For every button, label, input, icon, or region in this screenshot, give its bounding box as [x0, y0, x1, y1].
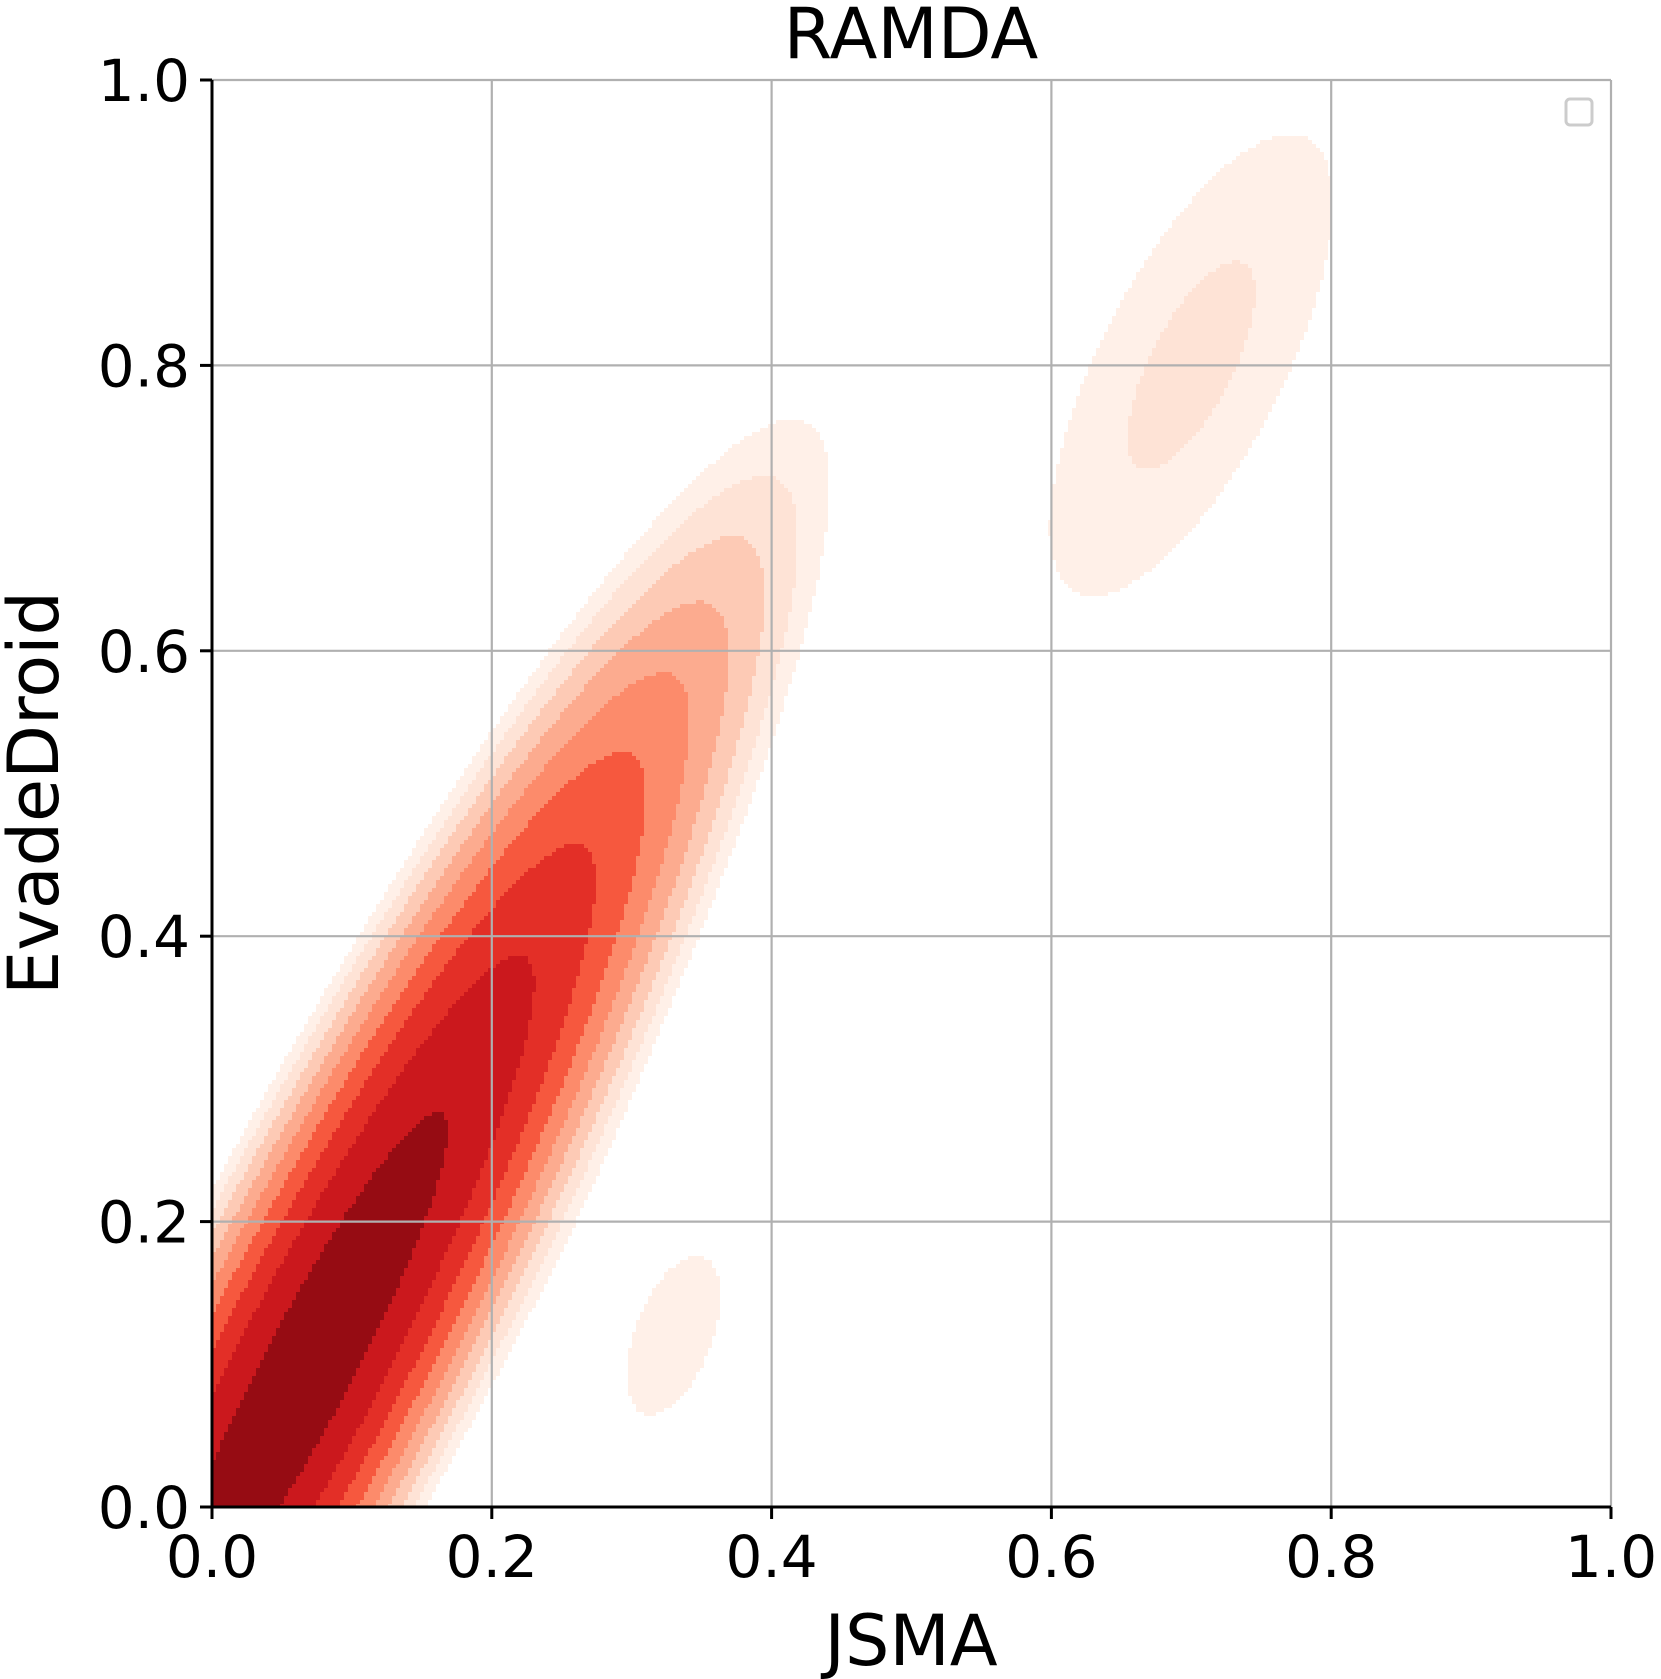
y-tick-label-5: 1.0	[98, 47, 190, 115]
density-level-9	[212, 1112, 448, 1507]
y-tick-label-4: 0.8	[98, 332, 190, 400]
y-tick-label-2: 0.4	[98, 903, 190, 971]
y-tick-label-3: 0.6	[98, 618, 190, 686]
density-level-7	[212, 844, 596, 1507]
density-level-8	[212, 956, 536, 1507]
density-level-5	[212, 672, 688, 1507]
x-tick-label-4: 0.8	[1285, 1523, 1377, 1591]
legend-box	[1564, 97, 1594, 127]
x-tick-label-0: 0.0	[166, 1523, 258, 1591]
chart-title: RAMDA	[784, 0, 1039, 75]
axes-frame	[210, 80, 1611, 1509]
tick-marks	[200, 78, 1613, 1519]
grid-lines	[210, 78, 1613, 1509]
density-level-1	[212, 136, 1332, 1507]
x-tick-label-2: 0.4	[725, 1523, 817, 1591]
x-tick-label-1: 0.2	[446, 1523, 538, 1591]
x-tick-label-3: 0.6	[1005, 1523, 1097, 1591]
x-axis-label: JSMA	[820, 1600, 997, 1679]
density-level-2	[212, 260, 1256, 1507]
density-level-6	[212, 752, 644, 1507]
y-tick-label-1: 0.2	[98, 1189, 190, 1257]
density-level-4	[212, 600, 728, 1507]
y-tick-label-0: 0.0	[98, 1474, 190, 1542]
x-tick-label-5: 1.0	[1565, 1523, 1657, 1591]
density-contours	[212, 136, 1332, 1507]
x-tick-labels: 0.0 0.2 0.4 0.6 0.8 1.0	[166, 1523, 1657, 1591]
y-tick-labels: 0.0 0.2 0.4 0.6 0.8 1.0	[98, 47, 190, 1542]
y-axis-label: EvadeDroid	[0, 591, 75, 995]
